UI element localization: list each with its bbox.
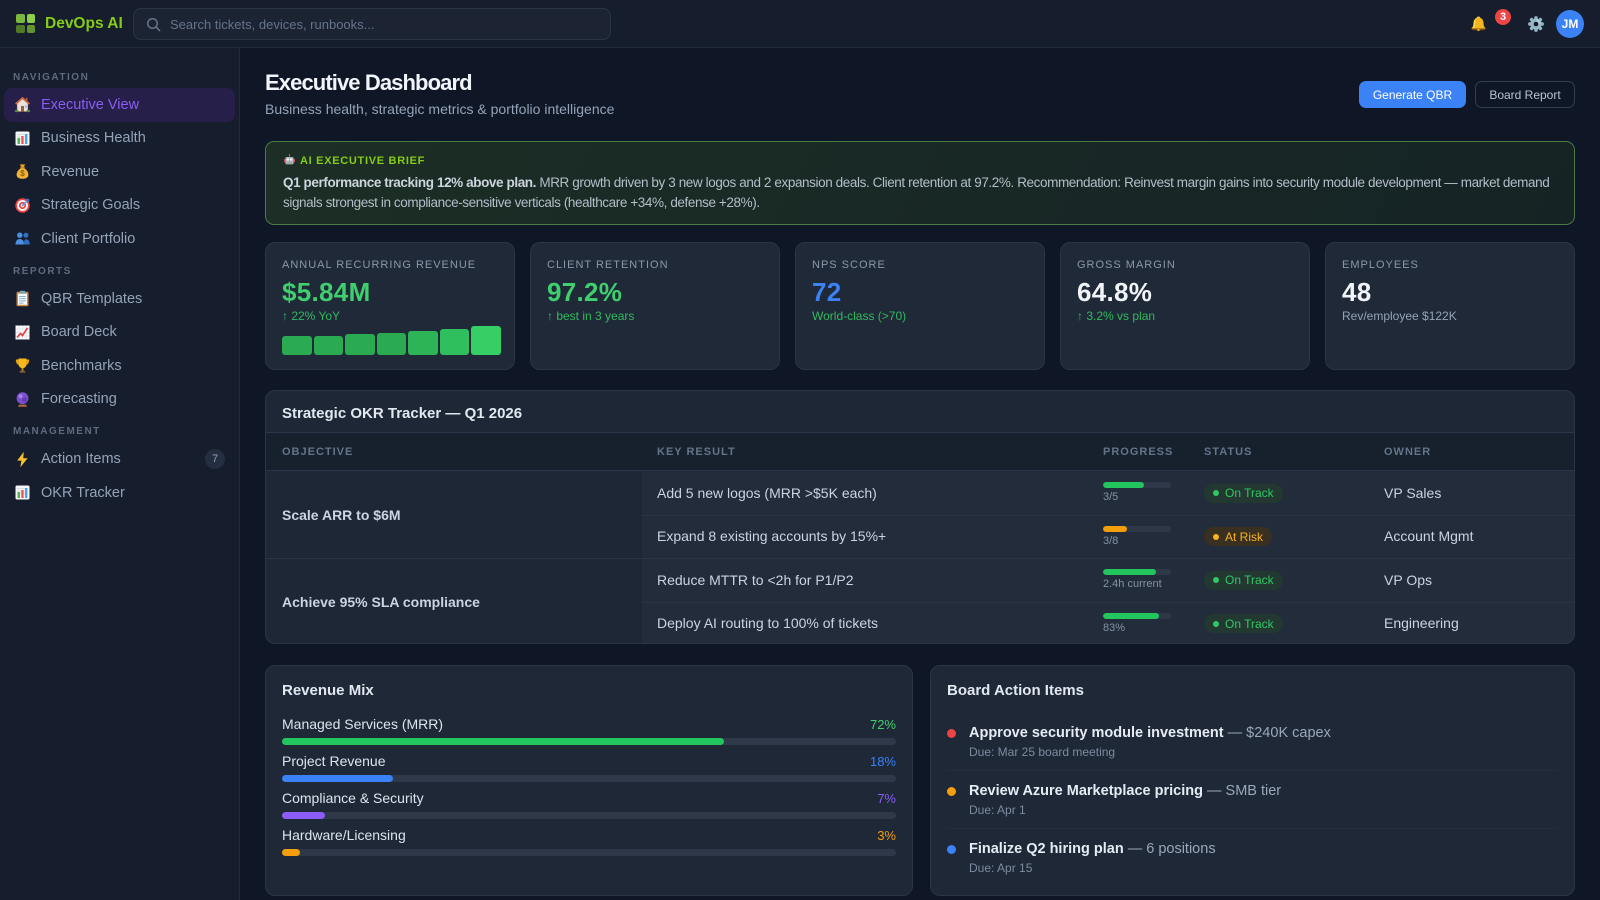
svg-text:$: $ (20, 169, 25, 178)
